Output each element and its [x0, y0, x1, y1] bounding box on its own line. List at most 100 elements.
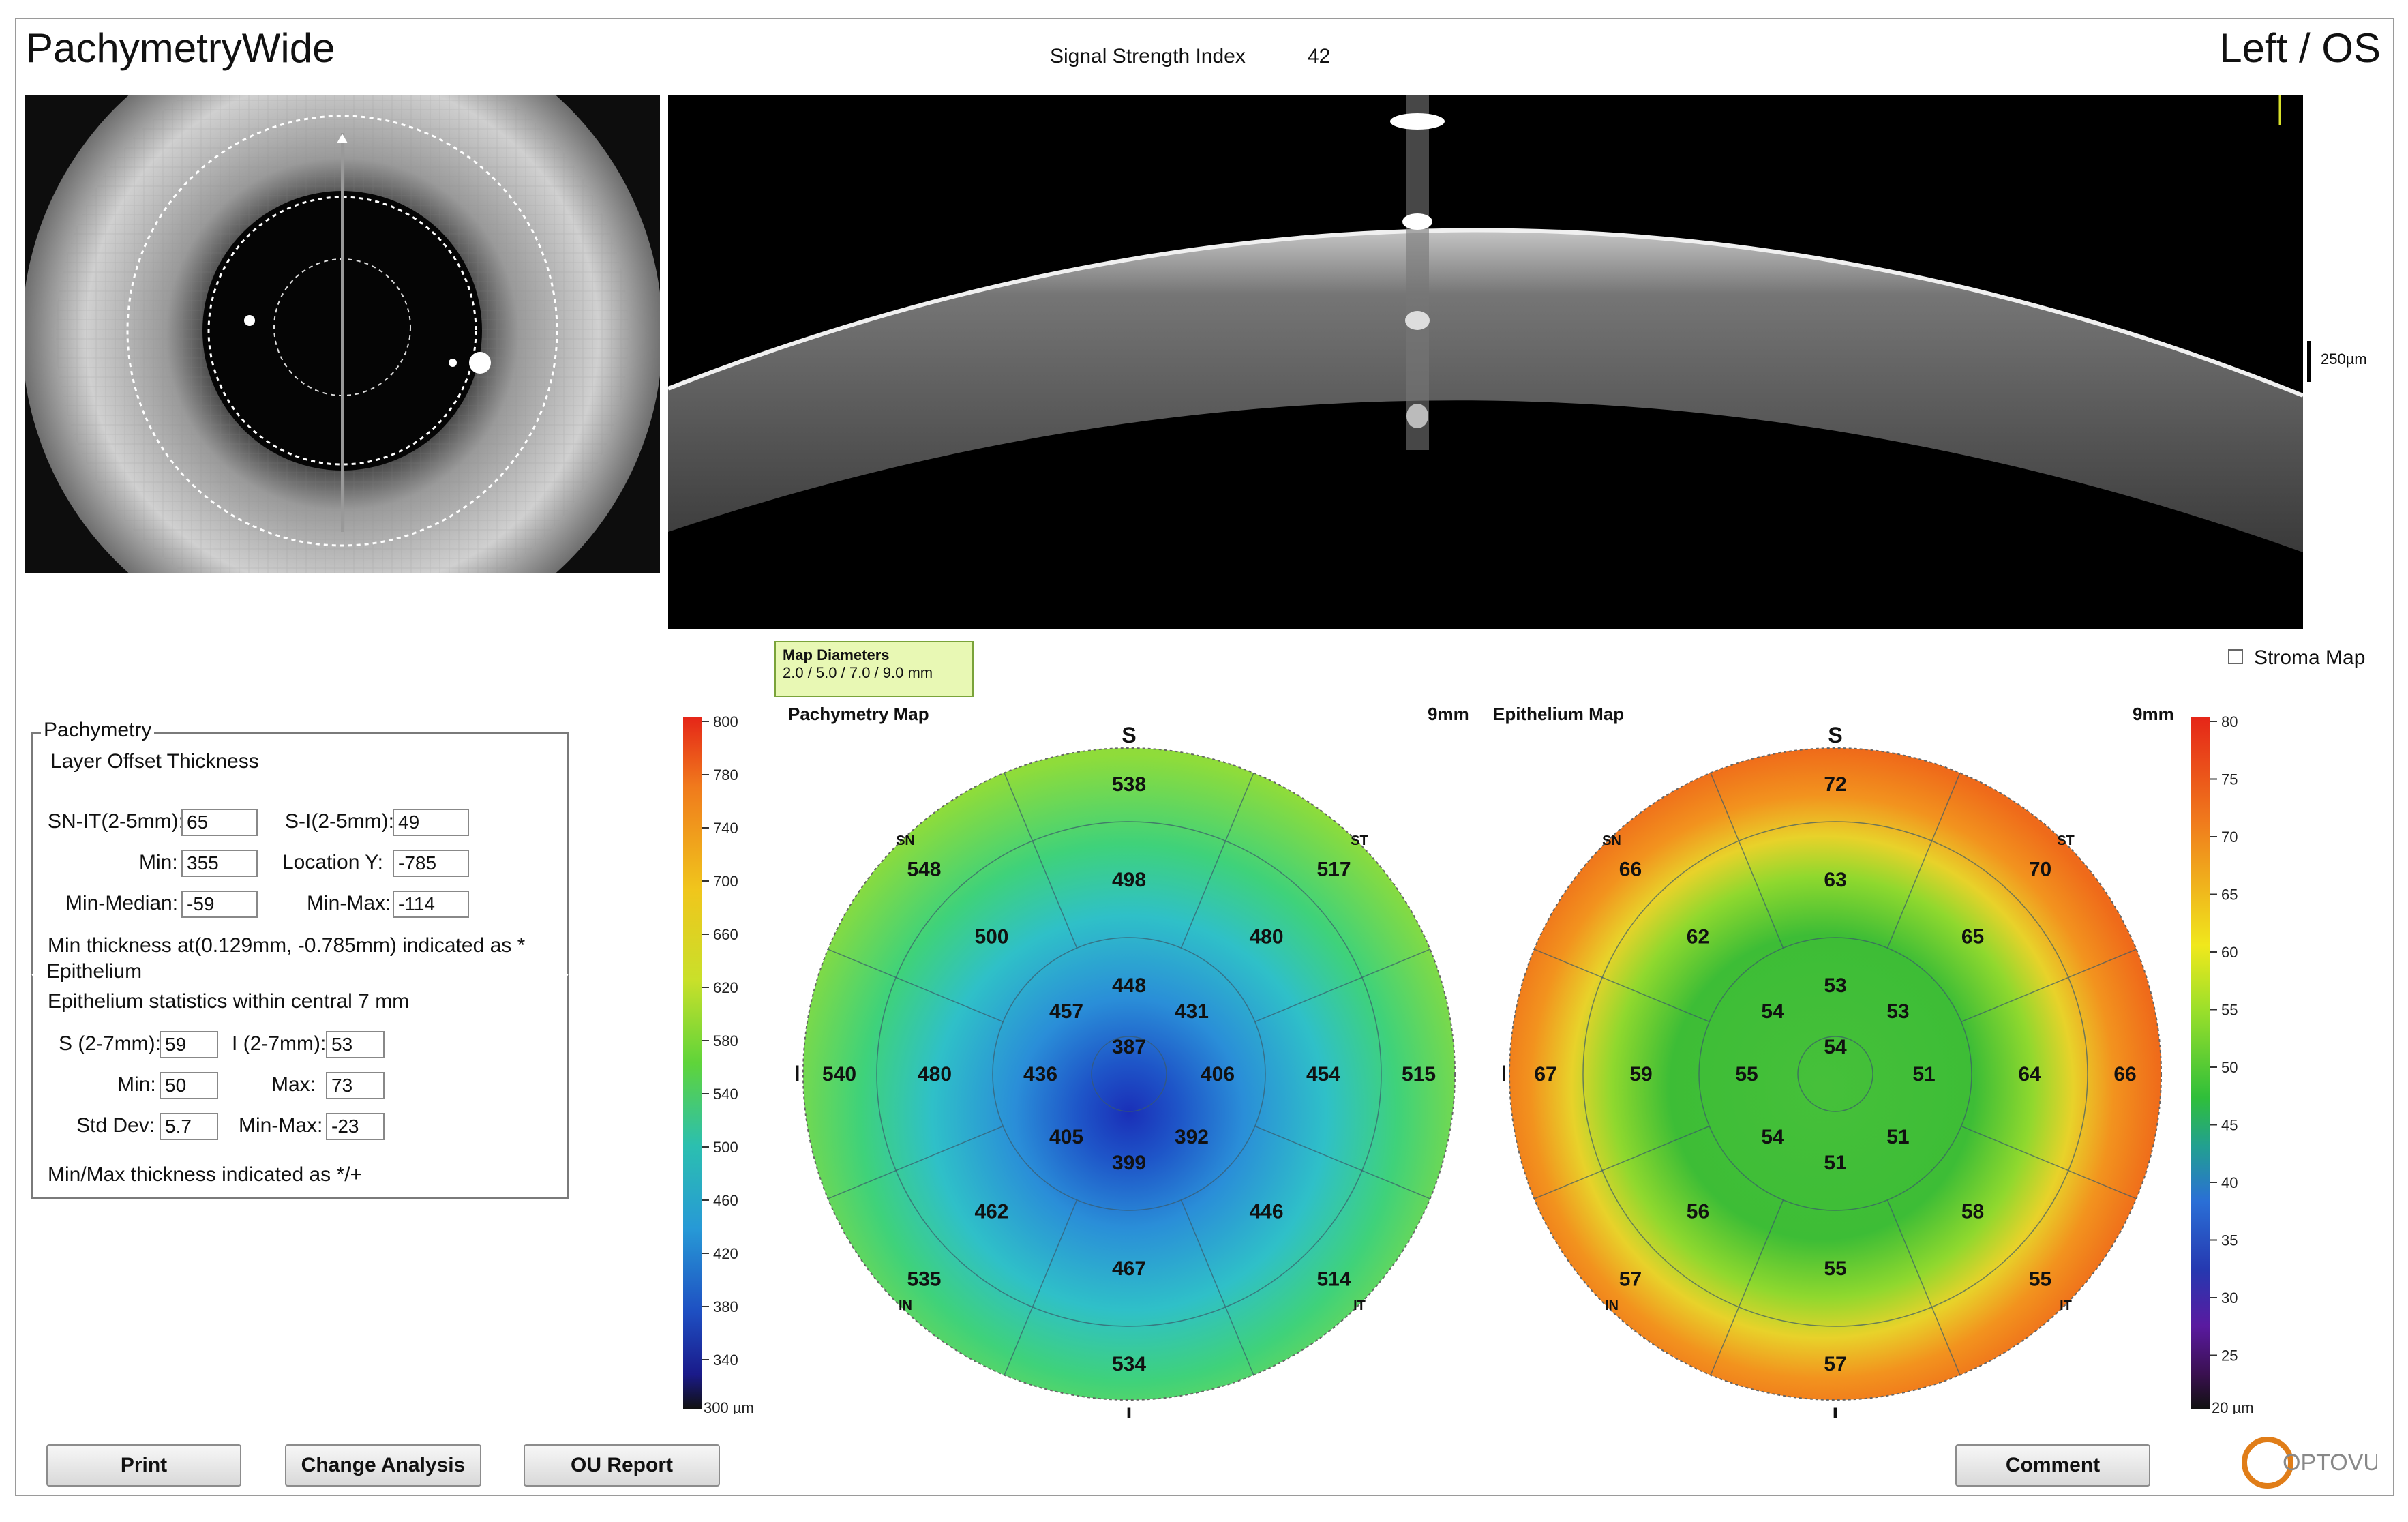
- print-button[interactable]: Print: [46, 1444, 241, 1487]
- pachy-ring3-value: 517: [1316, 858, 1351, 880]
- min-field[interactable]: 355: [181, 850, 258, 877]
- min-median-field[interactable]: -59: [181, 891, 258, 918]
- epithelium-color-scale: 80 75 70 65 60 55 50 45 40 35 30 25 20 µm: [2191, 713, 2254, 1414]
- epi-std-dev-field[interactable]: 5.7: [160, 1113, 218, 1140]
- epi-scale-tick-label: 25: [2221, 1347, 2238, 1364]
- pachy-ring1-value: 448: [1112, 974, 1146, 997]
- epithelium-map[interactable]: 54 53 53 51 51 51 54 55 54 63 65 64 58 55 56 59 62 72 70 66…: [1503, 709, 2164, 1418]
- pachy-ring2-value: 446: [1249, 1201, 1283, 1223]
- oct-scan-image[interactable]: [668, 95, 2303, 629]
- epi-ring2-value: 65: [1961, 925, 1984, 948]
- pachy-ring1-value: 457: [1049, 1000, 1083, 1023]
- comment-button[interactable]: Comment: [1955, 1444, 2150, 1487]
- epi-ring3-value: 66: [2113, 1063, 2136, 1086]
- pachy-ring3-value: 514: [1316, 1268, 1351, 1291]
- oct-scale-label: 250µm: [2321, 350, 2367, 368]
- epithelium-panel: [31, 974, 569, 1199]
- epi-scale-tick-label: 45: [2221, 1117, 2238, 1134]
- epi-ring1-value: 51: [1824, 1152, 1846, 1174]
- min-label: Min:: [139, 851, 178, 874]
- pachy-scale-tick-label: 540: [713, 1086, 738, 1103]
- epi-orient-top: S: [1828, 723, 1842, 747]
- map-diameters-box: Map Diameters 2.0 / 5.0 / 7.0 / 9.0 mm: [774, 641, 974, 697]
- pachy-scale-tick-label: 500: [713, 1139, 738, 1156]
- ou-report-button[interactable]: OU Report: [524, 1444, 720, 1487]
- pachy-scale-tick-label: 800: [713, 713, 738, 730]
- epi-ring2-value: 59: [1629, 1063, 1652, 1086]
- pachy-ring-line: [876, 821, 1382, 1327]
- pachy-orient-st: ST: [1351, 833, 1368, 848]
- change-analysis-button[interactable]: Change Analysis: [285, 1444, 481, 1487]
- s-i-label: S-I(2-5mm):: [285, 810, 394, 833]
- sn-it-field[interactable]: 65: [181, 809, 258, 836]
- pachy-sector-line: [1254, 949, 1430, 1023]
- epi-min-max-label: Min-Max:: [239, 1114, 323, 1137]
- pachy-ring2-value: 480: [1249, 925, 1283, 948]
- pachy-ring3-value: 535: [907, 1268, 941, 1291]
- epi-max-label: Max:: [271, 1073, 316, 1096]
- epi-scale-tick-label: 70: [2221, 829, 2238, 846]
- epi-scale-tick-label: 60: [2221, 944, 2238, 961]
- epi-ring2-value: 64: [2018, 1063, 2041, 1086]
- map-diameters-values: 2.0 / 5.0 / 7.0 / 9.0 mm: [783, 664, 933, 681]
- s-i-field[interactable]: 49: [393, 809, 469, 836]
- pachy-sector-line: [1180, 773, 1254, 949]
- pachy-scale-tick-label: 620: [713, 979, 738, 996]
- pachymetry-map[interactable]: 387 448 431 406 392 399 405 436 457 498 480 454 446 4…: [796, 709, 1458, 1418]
- epi-ring-line: [1698, 937, 1972, 1211]
- epi-ring3-value: 67: [1534, 1063, 1556, 1086]
- pachy-ring1-value: 436: [1023, 1063, 1057, 1086]
- epi-ring3-value: 57: [1824, 1353, 1846, 1375]
- pachy-orient-sn: SN: [896, 833, 915, 848]
- epi-ring3-value: 66: [1619, 858, 1642, 880]
- epi-orient-sn: SN: [1602, 833, 1621, 848]
- min-max-field[interactable]: -114: [393, 891, 469, 918]
- pachy-scale-tick-label: 580: [713, 1032, 738, 1049]
- pachy-ring2-value: 454: [1306, 1063, 1340, 1086]
- epi-min-field[interactable]: 50: [160, 1072, 218, 1099]
- pachy-sector-line: [1004, 1199, 1078, 1375]
- epi-sector-line: [1961, 1125, 2137, 1199]
- epi-sector-line: [1886, 773, 1961, 949]
- pachymetry-map-title: Pachymetry Map: [788, 704, 929, 724]
- epi-ring2-value: 63: [1824, 869, 1846, 891]
- epithelium-panel-header: Epithelium statistics within central 7 m…: [48, 990, 410, 1013]
- epi-sector-line: [1886, 1199, 1961, 1375]
- sn-it-label: SN-IT(2-5mm):: [48, 810, 184, 833]
- epi-i-field[interactable]: 53: [326, 1031, 385, 1058]
- epi-orient-bottom: I: [1833, 1403, 1839, 1418]
- oct-scale-bar: [2307, 341, 2311, 382]
- optovue-logo: OPTOVUE: [2240, 1432, 2396, 1493]
- pachy-orient-in: IN: [899, 1298, 912, 1313]
- min-thickness-note: Min thickness at(0.129mm, -0.785mm) indi…: [48, 934, 526, 957]
- pachy-ring-line: [992, 937, 1266, 1211]
- pachy-ring1-value: 405: [1049, 1126, 1083, 1148]
- optovue-logo-mark: OPTOVUE: [2242, 1437, 2396, 1489]
- epi-orient-left: N: [1503, 1061, 1507, 1086]
- epi-scale-tick-label: 40: [2221, 1174, 2238, 1191]
- pachy-sector-line: [828, 949, 1004, 1023]
- pachy-scale-tick-label: 340: [713, 1352, 738, 1369]
- epi-ring1-value: 54: [1761, 1126, 1784, 1148]
- pachy-scale-tick-label: 780: [713, 766, 738, 784]
- epi-sector-line: [1710, 1199, 1784, 1375]
- epi-min-max-field[interactable]: -23: [326, 1113, 385, 1140]
- epi-min-max-note: Min/Max thickness indicated as */+: [48, 1163, 363, 1186]
- stroma-map-checkbox[interactable]: [2228, 649, 2243, 664]
- pachymetry-color-scale: 800 780 740 700 660 620 580 540 500 460 420 380 340 3…: [683, 713, 754, 1414]
- iris-drawing: [25, 95, 660, 573]
- eye-side-label: Left / OS: [2219, 25, 2381, 71]
- pachy-center-value: 387: [1112, 1036, 1146, 1058]
- epi-scale-tick-label: 80: [2221, 713, 2238, 730]
- epi-ring1-value: 53: [1824, 974, 1846, 997]
- map-diameters-title: Map Diameters: [783, 646, 890, 663]
- epi-ring2-value: 56: [1687, 1201, 1709, 1223]
- location-y-field[interactable]: -785: [393, 850, 469, 877]
- iris-image[interactable]: [25, 95, 660, 573]
- epi-s-field[interactable]: 59: [160, 1031, 218, 1058]
- epi-max-field[interactable]: 73: [326, 1072, 385, 1099]
- pachymetry-panel-legend: Pachymetry: [41, 719, 155, 742]
- epi-sector-line: [1710, 773, 1784, 949]
- pachy-ring3-value: 534: [1112, 1353, 1146, 1375]
- epi-s-label: S (2-7mm):: [59, 1032, 161, 1055]
